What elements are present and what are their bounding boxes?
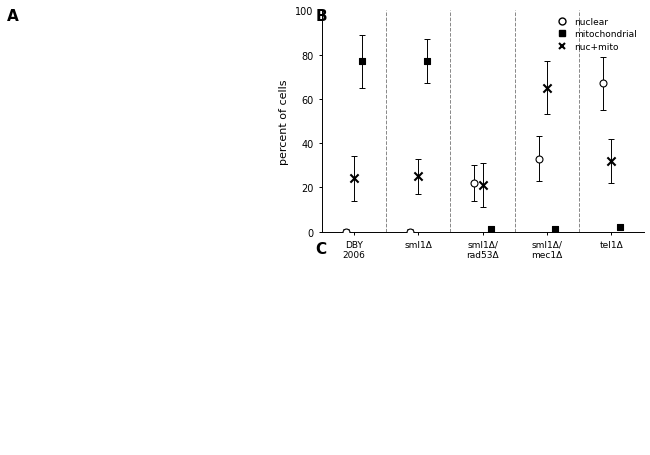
Point bbox=[542, 85, 552, 92]
Point bbox=[348, 176, 359, 183]
Point bbox=[598, 81, 608, 88]
Text: B: B bbox=[315, 9, 327, 24]
Legend: nuclear, mitochondrial, nuc+mito: nuclear, mitochondrial, nuc+mito bbox=[551, 16, 639, 54]
Point bbox=[614, 224, 625, 231]
Text: A: A bbox=[6, 9, 18, 24]
Y-axis label: percent of cells: percent of cells bbox=[280, 79, 289, 164]
Point bbox=[550, 226, 560, 233]
Point bbox=[341, 228, 351, 236]
Point bbox=[413, 173, 424, 181]
Point bbox=[606, 158, 617, 165]
Point bbox=[486, 226, 496, 233]
Point bbox=[477, 182, 488, 189]
Point bbox=[469, 180, 480, 187]
Text: C: C bbox=[315, 241, 326, 256]
Point bbox=[534, 156, 544, 163]
Point bbox=[357, 59, 367, 66]
Point bbox=[421, 59, 432, 66]
Point bbox=[405, 228, 415, 236]
